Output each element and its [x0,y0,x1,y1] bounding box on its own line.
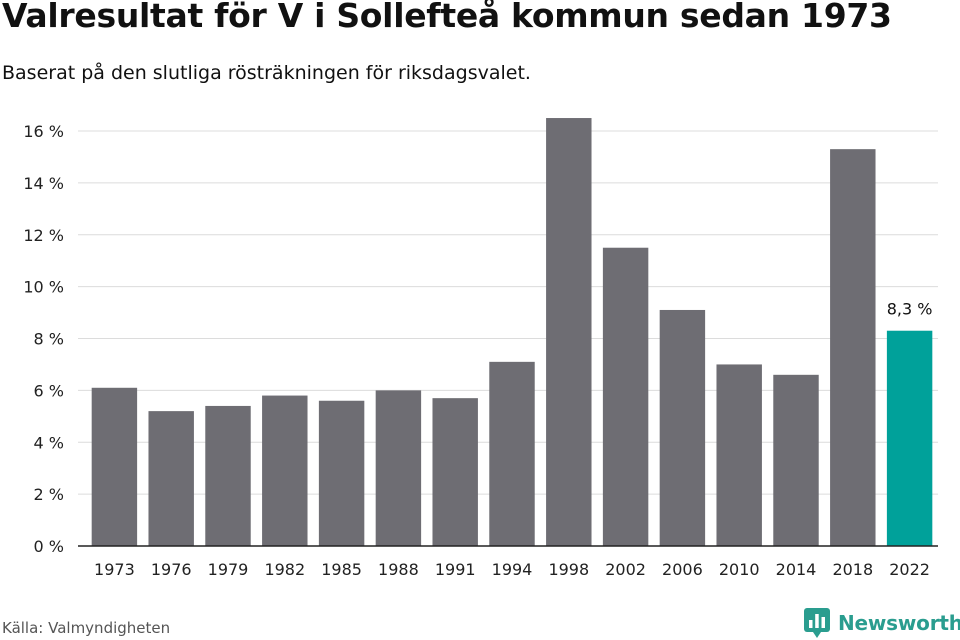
bar [91,387,138,546]
chart-subtitle: Baserat på den slutliga rösträkningen fö… [2,62,531,84]
bar [659,309,706,546]
newsworthy-logo-icon [804,608,830,638]
x-tick-label: 2002 [605,560,646,579]
y-tick-label: 12 % [23,226,64,245]
bar [716,364,762,546]
brand-name: Newsworthy [838,611,960,635]
source-note: Källa: Valmyndigheten [2,619,171,637]
x-tick-label: 1985 [321,560,362,579]
bar [318,400,365,546]
x-tick-label: 2010 [719,560,760,579]
y-tick-label: 14 % [23,174,64,193]
bar [148,411,194,546]
x-tick-label: 1982 [264,560,305,579]
bar [489,361,535,546]
x-tick-label: 1979 [208,560,249,579]
x-tick-label: 2022 [889,560,930,579]
bar [830,149,876,546]
x-tick-label: 1973 [94,560,135,579]
bar [773,374,819,546]
x-tick-label: 1998 [548,560,589,579]
y-tick-label: 6 % [34,381,64,400]
bar [602,247,649,546]
bar [262,395,308,546]
bar [886,330,933,546]
brand-logo: Newsworthy [804,608,960,638]
bar [205,405,251,546]
y-tick-label: 4 % [34,433,64,452]
x-tick-label: 1988 [378,560,419,579]
y-tick-label: 8 % [34,330,64,349]
data-label: 8,3 % [887,300,933,319]
bar [546,118,592,546]
x-tick-label: 2018 [832,560,873,579]
x-tick-label: 2006 [662,560,703,579]
bar [375,390,422,546]
chart-title: Valresultat för V i Sollefteå kommun sed… [2,0,892,35]
x-tick-label: 1991 [435,560,476,579]
x-tick-label: 2014 [776,560,817,579]
bar [432,398,478,546]
y-tick-label: 16 % [23,122,64,141]
y-tick-label: 2 % [34,485,64,504]
y-tick-label: 0 % [34,537,64,556]
x-tick-label: 1976 [151,560,192,579]
y-tick-label: 10 % [23,278,64,297]
x-tick-label: 1994 [492,560,533,579]
